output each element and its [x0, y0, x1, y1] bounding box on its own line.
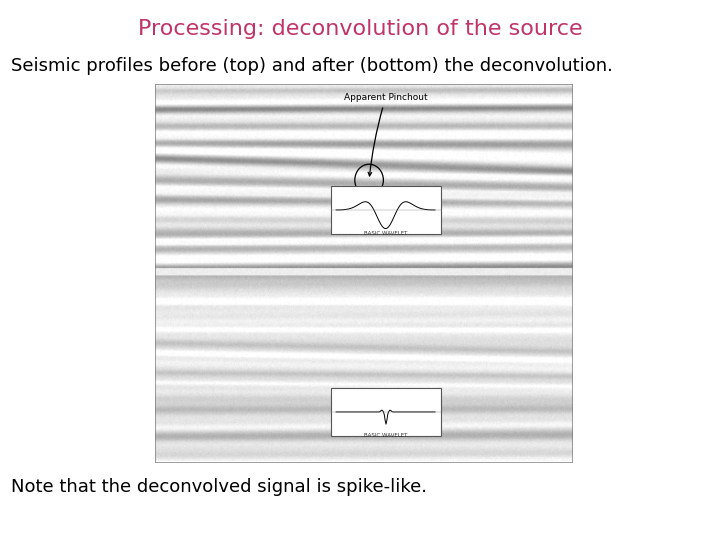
- Bar: [330, 388, 441, 436]
- Text: Processing: deconvolution of the source: Processing: deconvolution of the source: [138, 19, 582, 39]
- Bar: [330, 186, 441, 234]
- Text: Apparent Pinchout: Apparent Pinchout: [343, 93, 428, 176]
- Text: BASIC WAVELET: BASIC WAVELET: [364, 231, 408, 236]
- Text: Note that the deconvolved signal is spike-like.: Note that the deconvolved signal is spik…: [11, 478, 427, 496]
- Text: BASIC WAVELET: BASIC WAVELET: [364, 433, 408, 438]
- Text: Seismic profiles before (top) and after (bottom) the deconvolution.: Seismic profiles before (top) and after …: [11, 57, 613, 75]
